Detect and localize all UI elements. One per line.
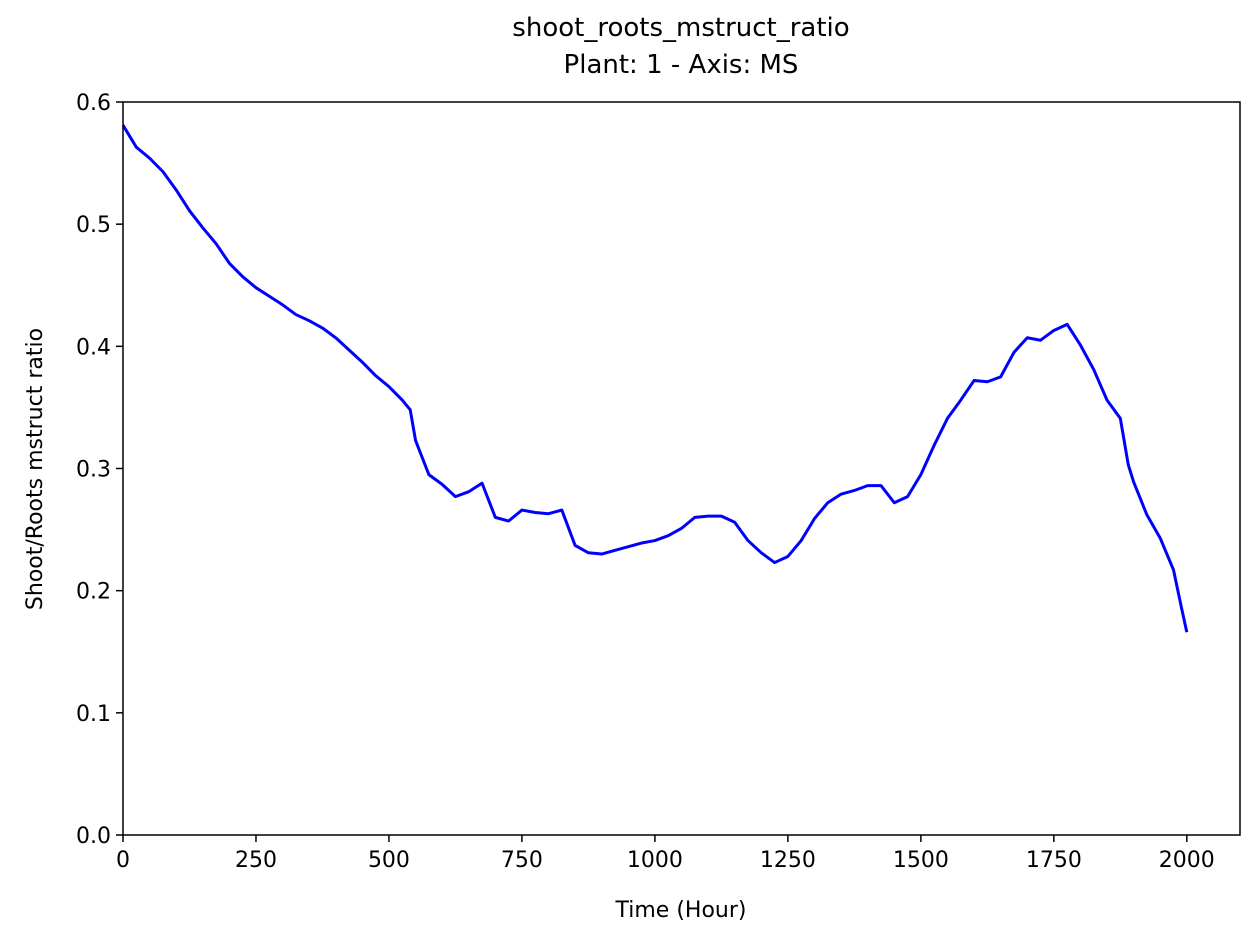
x-axis-label: Time (Hour)	[615, 898, 747, 923]
y-tick-label: 0.3	[76, 458, 111, 483]
x-tick-label: 1500	[893, 848, 949, 873]
y-tick-label: 0.5	[76, 213, 111, 238]
y-tick-label: 0.6	[76, 91, 111, 116]
chart-title: shoot_roots_mstruct_ratio	[512, 13, 849, 43]
data-line	[121, 124, 1189, 633]
x-tick-label: 1750	[1026, 848, 1082, 873]
y-axis-label: Shoot/Roots mstruct ratio	[23, 328, 48, 610]
plot-frame	[122, 101, 1241, 836]
chart-subtitle: Plant: 1 - Axis: MS	[564, 50, 799, 80]
x-tick-label: 0	[116, 848, 130, 873]
x-tick-label: 750	[501, 848, 543, 873]
x-tick-label: 500	[368, 848, 410, 873]
y-tick-label: 0.2	[76, 580, 111, 605]
y-tick-label: 0.1	[76, 702, 111, 727]
x-tick-label: 250	[235, 848, 277, 873]
x-tick-label: 1000	[627, 848, 683, 873]
y-tick-label: 0.4	[76, 335, 111, 360]
x-tick-label: 1250	[760, 848, 816, 873]
y-tick-label: 0.0	[76, 824, 111, 849]
x-tick-label: 2000	[1159, 848, 1215, 873]
